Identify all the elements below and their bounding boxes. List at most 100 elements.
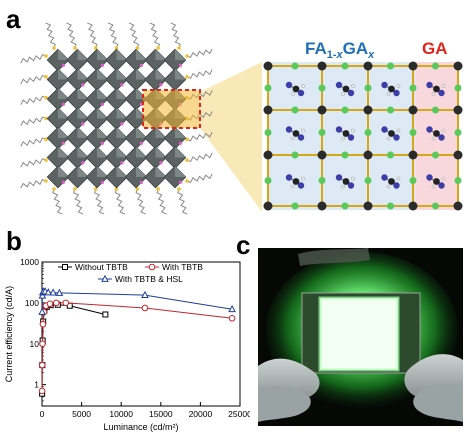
lead-atom — [263, 150, 273, 160]
lead-atom — [363, 201, 373, 211]
ligand — [149, 22, 161, 49]
data-point — [39, 320, 47, 328]
cation-dot — [139, 141, 143, 145]
halide-atom — [454, 84, 462, 92]
lead-atom — [363, 105, 373, 115]
ligand — [20, 178, 47, 189]
cation-dot — [139, 180, 143, 184]
organic-cation — [285, 81, 305, 97]
halide-atom — [318, 129, 326, 136]
octahedron-facet — [175, 127, 186, 138]
octahedron-facet — [175, 68, 186, 80]
ligand — [20, 74, 47, 85]
cation-dot — [100, 180, 104, 184]
y-tick-label: 1 — [34, 380, 39, 390]
y-tick-label: 10 — [30, 339, 40, 349]
fa-ga-label: FA1-xGAx — [305, 39, 375, 61]
halide-atom — [291, 151, 299, 159]
halide-atom — [341, 202, 349, 210]
x-tick-label: 10000 — [109, 409, 133, 419]
organic-cation — [381, 81, 401, 97]
data-point — [102, 311, 109, 318]
ligand — [114, 188, 126, 215]
cation-dot — [178, 180, 182, 184]
octahedron-facet — [136, 127, 147, 138]
panel-a-illustration: FA1-xGAx GA — [20, 22, 463, 215]
octahedron-facet — [175, 49, 186, 60]
cation-dot — [61, 63, 65, 67]
y-tick-label: 1000 — [20, 257, 39, 267]
halide-atom — [432, 151, 439, 159]
halide-atom — [364, 129, 372, 136]
halide-atom — [454, 177, 462, 184]
organic-cation — [426, 126, 446, 141]
octahedron-facet — [97, 127, 108, 138]
octahedron-facet — [136, 49, 147, 60]
octahedron-facet — [58, 88, 69, 99]
cation-dot — [61, 141, 65, 145]
halide-atom — [341, 62, 349, 70]
emitting-pixel — [320, 298, 398, 370]
cation-dot — [139, 63, 143, 67]
cation-dot — [100, 102, 104, 106]
data-point — [141, 290, 149, 298]
data-point — [148, 263, 156, 271]
ligand — [186, 69, 213, 79]
halide-atom — [432, 62, 439, 70]
lead-atom — [317, 201, 327, 211]
ligand — [52, 188, 63, 215]
cation-dot — [61, 102, 65, 106]
octahedron-facet — [155, 49, 167, 60]
octahedron-facet — [77, 107, 89, 119]
data-point — [62, 264, 68, 270]
cation-dot — [100, 63, 104, 67]
lead-atom — [317, 150, 327, 160]
plot-frame — [41, 261, 241, 407]
data-point — [141, 304, 149, 312]
octahedron-facet — [77, 68, 89, 80]
octahedron-facet — [58, 107, 69, 119]
lead-atom — [263, 61, 273, 71]
lattice-network — [263, 61, 463, 211]
octahedron-facet — [58, 146, 69, 158]
organic-cation — [426, 174, 446, 189]
data-point — [38, 387, 46, 395]
halide-atom — [432, 106, 439, 114]
octahedron-facet — [58, 127, 69, 138]
ligand — [20, 158, 47, 168]
organic-cation — [381, 174, 401, 189]
x-axis-label: Luminance (cd/m²) — [103, 422, 178, 432]
organic-cation — [335, 174, 355, 189]
octahedron-facet — [155, 127, 167, 138]
halide-atom — [409, 84, 417, 92]
y-axis-label: Current efficiency (cd/A) — [4, 286, 14, 382]
octahedron-facet — [77, 88, 89, 99]
cation-dot — [159, 83, 163, 87]
cation-dot — [120, 161, 124, 165]
ligand — [156, 188, 167, 215]
octahedron-facet — [116, 146, 128, 158]
x-tick-label: 20000 — [189, 409, 213, 419]
halide-atom — [432, 202, 439, 210]
series-line — [41, 291, 233, 312]
lattice-zoom — [263, 61, 463, 211]
highlight-box — [142, 89, 201, 129]
cation-dot — [159, 161, 163, 165]
octahedron-facet — [116, 88, 128, 99]
lead-atom — [408, 201, 418, 211]
octahedron-facet — [175, 146, 186, 158]
x-tick-label: 15000 — [149, 409, 173, 419]
octahedron-facet — [116, 49, 128, 60]
lead-atom — [408, 61, 418, 71]
octahedron-facet — [155, 68, 167, 80]
ligand — [186, 48, 213, 59]
halide-atom — [264, 129, 272, 136]
legend-item-2: With TBTB — [145, 262, 203, 272]
data-point — [44, 288, 53, 296]
series-line — [41, 304, 106, 394]
halide-atom — [364, 84, 372, 92]
ligand — [93, 188, 105, 215]
ligand — [135, 188, 146, 215]
octahedron-facet — [58, 68, 69, 80]
halide-atom — [409, 129, 417, 136]
